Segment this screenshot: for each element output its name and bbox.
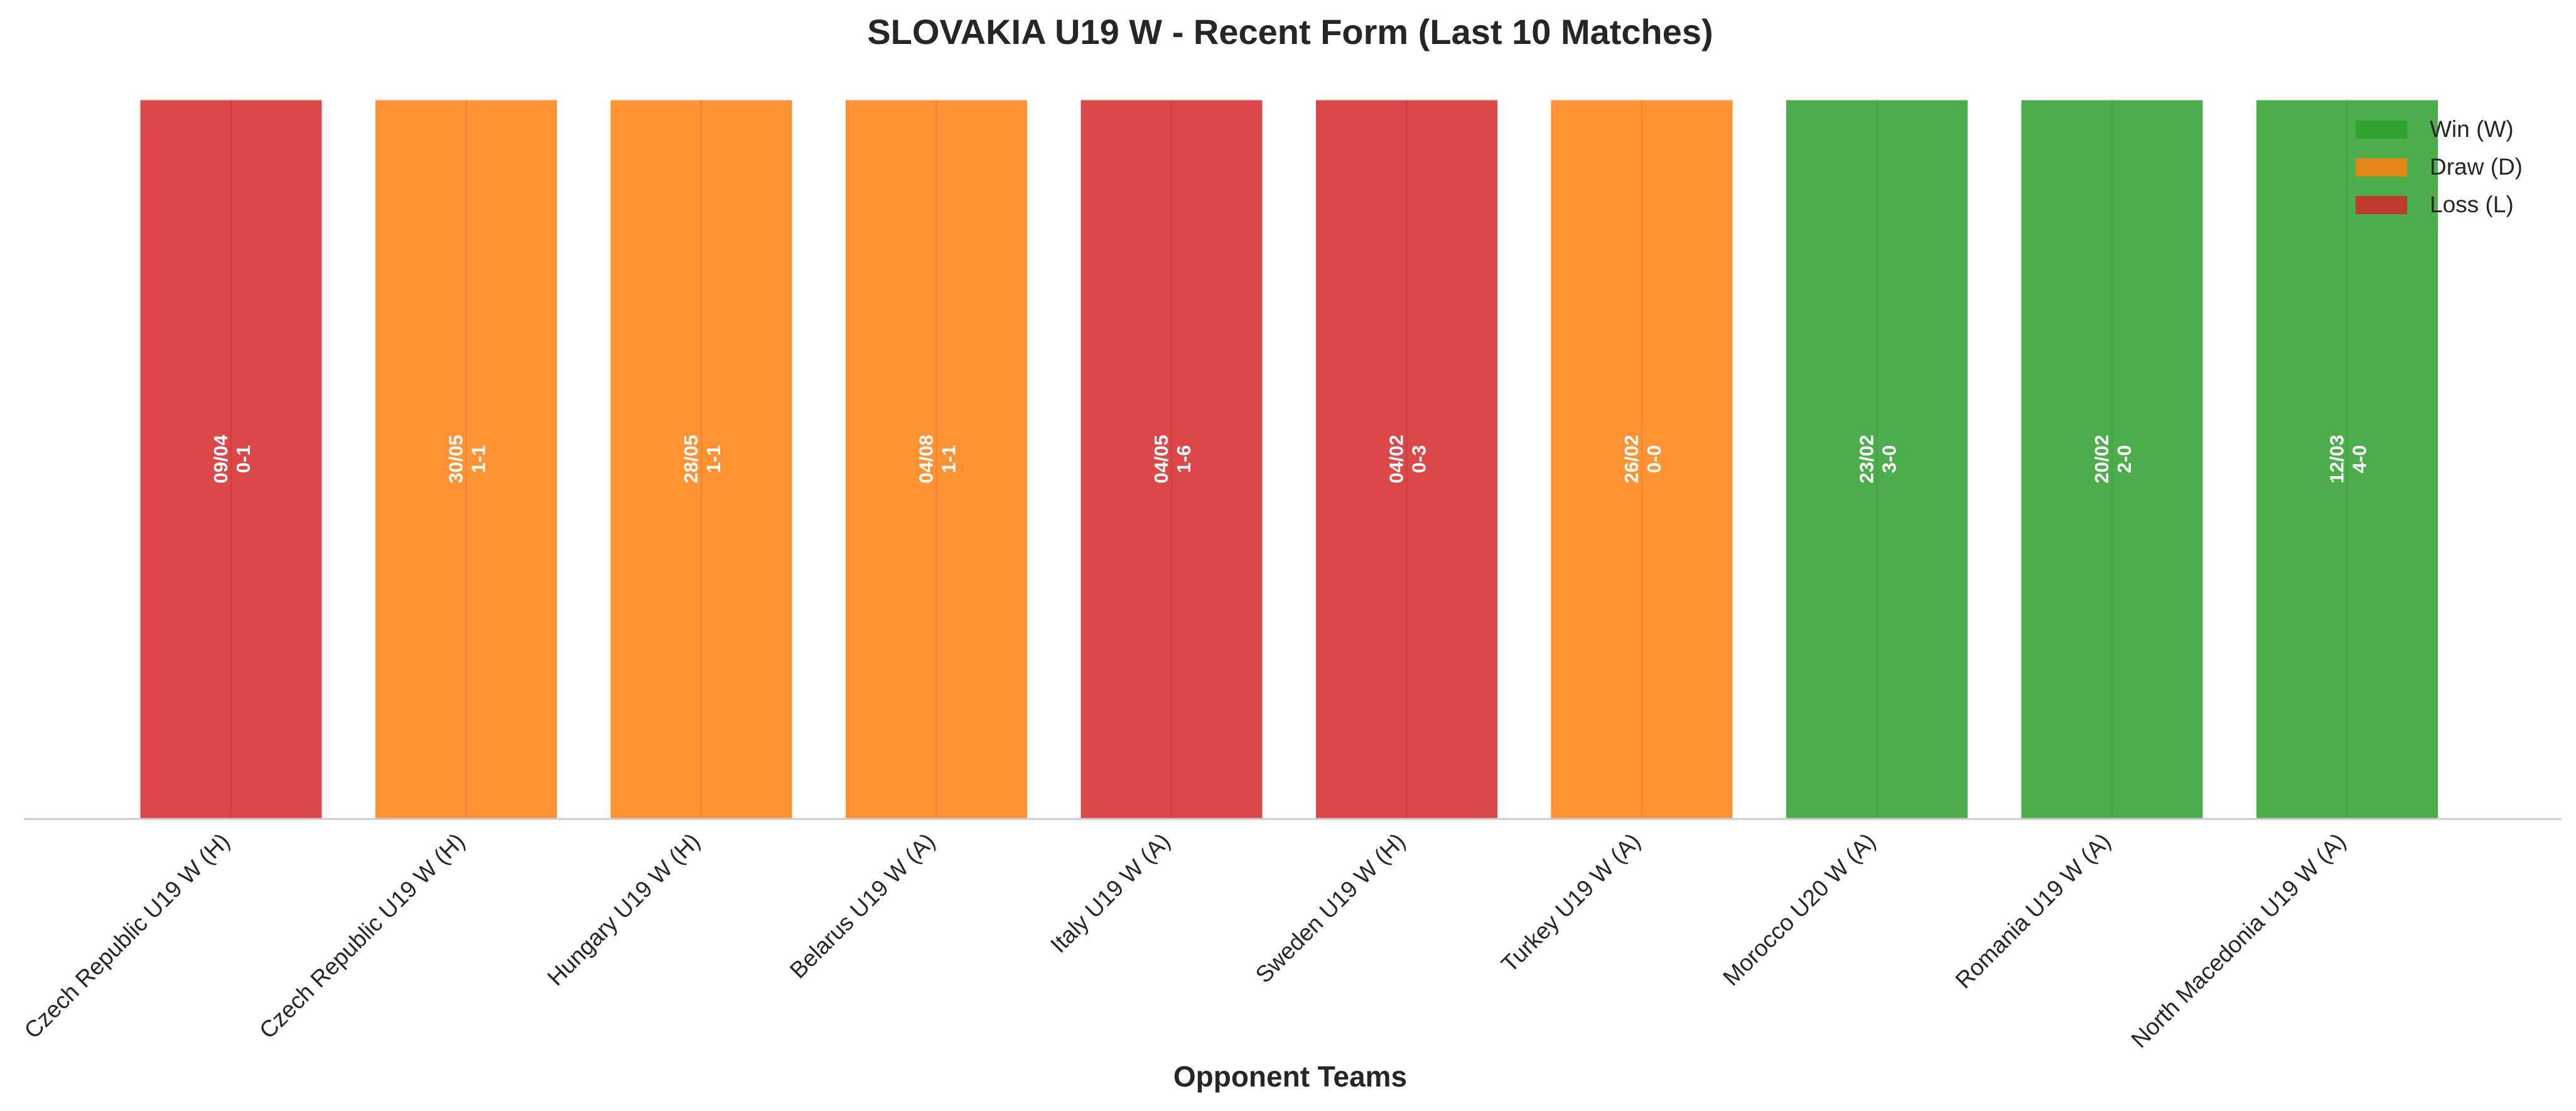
x-tick-label: Italy U19 W (A) [1045,828,1175,958]
bar-label-date: 12/03 [2326,435,2348,484]
legend-swatch [2356,121,2407,139]
bar [608,98,794,820]
bar-label: 30/051-1 [445,435,490,484]
x-tick-label: Hungary U19 W (H) [542,828,705,991]
bar-label: 28/051-1 [680,435,725,484]
bar-label: 04/081-1 [915,435,960,484]
bar-label-score: 4-0 [2349,445,2371,474]
bar-label: 23/023-0 [1856,435,1900,484]
x-tick-label: Morocco U20 W (A) [1718,828,1880,991]
bar [844,98,1029,820]
x-tick-label: Sweden U19 W (H) [1251,828,1410,988]
x-tick-label: Czech Republic U19 W (H) [254,828,470,1044]
x-tick-label: Turkey U19 W (A) [1496,828,1645,977]
bar-label-date: 26/02 [1620,435,1642,484]
bar-label-date: 04/02 [1386,435,1408,484]
legend-swatch [2356,158,2407,176]
bar-label-score: 2-0 [2113,445,2135,474]
bar-label: 09/040-1 [210,434,254,483]
x-tick-labels: Czech Republic U19 W (H) Czech Republic U… [19,828,2351,1053]
bar-label-date: 09/04 [210,434,232,483]
bar-label-score: 0-3 [1408,445,1430,474]
bar-label-date: 20/02 [2091,435,2113,484]
bar-label-date: 30/05 [445,435,467,484]
bar [374,98,559,820]
x-tick-label: Belarus U19 W (A) [785,828,940,984]
bars-group [138,98,2440,820]
legend-label: Draw (D) [2430,154,2523,180]
x-tick-label: Romania U19 W (A) [1951,828,2116,994]
bar [1549,98,1735,820]
bar-label-date: 23/02 [1856,435,1878,484]
bar-label: 20/022-0 [2091,435,2135,484]
bar-label-score: 1-1 [938,445,960,474]
bar-label: 26/020-0 [1620,435,1665,484]
x-axis-label: Opponent Teams [1173,1060,1407,1093]
bar-label-score: 1-1 [468,445,490,474]
bar-labels-group: 09/040-1 30/051-1 28/051-1 04/081-1 04/051-6… [210,434,2371,483]
bar-label-score: 0-0 [1643,445,1665,474]
bar-label: 04/051-6 [1150,435,1195,484]
bar-label-score: 3-0 [1878,445,1900,474]
bar [2255,98,2440,820]
legend-label: Win (W) [2430,116,2514,142]
bar-label-score: 1-1 [703,445,725,474]
bar [138,98,324,820]
bar-label: 04/020-3 [1386,435,1430,484]
x-tick-label: Czech Republic U19 W (H) [19,828,235,1044]
legend-swatch [2356,196,2407,214]
chart-title: SLOVAKIA U19 W - Recent Form (Last 10 Ma… [867,12,1713,51]
x-tick-label: North Macedonia U19 W (A) [2126,828,2351,1053]
bar-label-score: 1-6 [1173,445,1195,474]
bar-label-score: 0-1 [232,445,254,474]
bar-label: 12/034-0 [2326,435,2371,484]
bar [1314,98,1499,820]
bar-label-date: 04/05 [1150,435,1172,484]
bar [1079,98,1264,820]
bar-label-date: 04/08 [915,435,937,484]
legend-label: Loss (L) [2430,192,2514,217]
bar-label-date: 28/05 [680,435,702,484]
legend: Win (W) Draw (D) Loss (L) [2356,116,2523,217]
bar [1784,98,1970,820]
